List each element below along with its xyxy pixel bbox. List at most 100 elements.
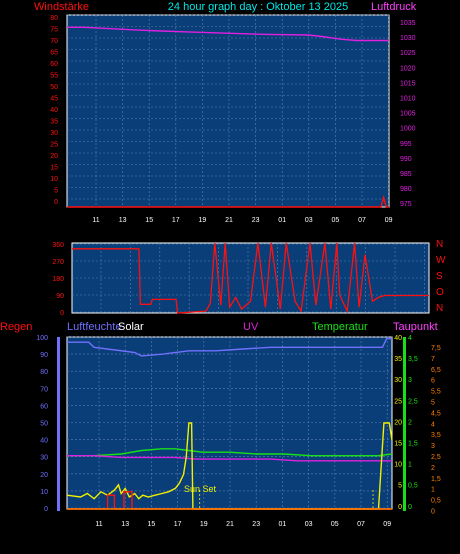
left-tick-35: 35 xyxy=(50,119,58,126)
x-tick-07: 07 xyxy=(357,521,365,528)
right-tick-temp-5: 5 xyxy=(398,483,402,490)
left-tick-65: 65 xyxy=(50,50,58,57)
x-tick-19: 19 xyxy=(200,521,208,528)
series-line-luftfeuchte xyxy=(67,338,392,357)
x-tick-03: 03 xyxy=(305,217,313,224)
chart3-label-dewpoint: Taupunkt xyxy=(393,321,438,333)
right-tick-temp-40: 40 xyxy=(394,335,402,342)
x-tick-15: 15 xyxy=(148,521,156,528)
right-tick-980: 980 xyxy=(400,186,412,193)
left-tick-10: 10 xyxy=(40,489,48,496)
chart3-label-solar: Solar xyxy=(118,321,144,333)
left-tick-0: 0 xyxy=(60,310,64,317)
x-tick-17: 17 xyxy=(174,521,182,528)
right-tick-temp-15: 15 xyxy=(394,441,402,448)
right-tick-dew-3,5: 3,5 xyxy=(431,432,441,439)
chart3-series xyxy=(66,338,393,510)
x-tick-01: 01 xyxy=(278,217,286,224)
chart1-right-label: Luftdruck xyxy=(371,1,417,13)
chart3-label-uv: UV xyxy=(243,321,259,333)
left-tick-20: 20 xyxy=(40,472,48,479)
right-tick-temp-20: 20 xyxy=(394,419,402,426)
chart3-axis-bars xyxy=(57,337,406,511)
series-line-0 xyxy=(67,26,389,42)
chart1-x-tick-labels: 11 13 15 17 19 21 23 01 03 05 07 09 xyxy=(92,217,392,224)
right-tick-985: 985 xyxy=(400,171,412,178)
chart1-series xyxy=(67,26,389,208)
x-tick-17: 17 xyxy=(172,217,180,224)
right-tick-temp-25: 25 xyxy=(394,398,402,405)
x-tick-01: 01 xyxy=(279,521,287,528)
left-tick-70: 70 xyxy=(40,386,48,393)
right-tick-1010: 1010 xyxy=(400,96,416,103)
compass-N: N xyxy=(436,239,443,250)
right-tick-dew-2: 2 xyxy=(431,465,435,472)
right-tick-temp-10: 10 xyxy=(394,462,402,469)
left-tick-90: 90 xyxy=(56,293,64,300)
x-tick-23: 23 xyxy=(252,521,260,528)
left-tick-60: 60 xyxy=(40,403,48,410)
chart3-label-rain: Regen xyxy=(0,321,32,333)
series-line-0 xyxy=(72,242,429,314)
left-tick-0: 0 xyxy=(54,199,58,206)
x-tick-23: 23 xyxy=(252,217,260,224)
right-tick-dew-5,5: 5,5 xyxy=(431,389,441,396)
x-tick-11: 11 xyxy=(95,521,102,528)
right-tick-1030: 1030 xyxy=(400,35,416,42)
right-tick-dew-6,5: 6,5 xyxy=(431,367,441,374)
right-tick-dew-3: 3 xyxy=(431,443,435,450)
right-tick-1025: 1025 xyxy=(400,50,416,57)
x-tick-13: 13 xyxy=(119,217,127,224)
chart3-x-tick-labels: 11 13 15 17 19 21 23 01 03 05 07 09 xyxy=(95,521,391,528)
right-tick-1015: 1015 xyxy=(400,80,416,87)
chart3-right-tick-labels-temperature: 40 35 30 25 20 15 10 5 0 xyxy=(394,335,402,511)
right-tick-uv-0,5: 0,5 xyxy=(408,483,418,490)
right-tick-uv-1,5: 1,5 xyxy=(408,441,418,448)
right-tick-990: 990 xyxy=(400,156,412,163)
right-tick-uv-2,5: 2,5 xyxy=(408,398,418,405)
chart3-sunset-annotation: Sun Set xyxy=(184,484,217,494)
right-tick-uv-2: 2 xyxy=(408,419,412,426)
left-tick-20: 20 xyxy=(50,153,58,160)
left-tick-0: 0 xyxy=(44,506,48,513)
compass-S: S xyxy=(436,271,443,282)
right-tick-dew-4,5: 4,5 xyxy=(431,410,441,417)
chart1-title: 24 hour graph day : Oktober 13 2025 xyxy=(168,1,348,13)
right-tick-dew-4: 4 xyxy=(431,421,435,428)
right-tick-1000: 1000 xyxy=(400,126,416,133)
chart3-right-tick-labels-uv: 4 3,5 3 2,5 2 1,5 1 0,5 0 xyxy=(408,335,418,511)
right-tick-dew-7: 7 xyxy=(431,356,435,363)
left-tick-40: 40 xyxy=(40,438,48,445)
right-tick-dew-1: 1 xyxy=(431,487,435,494)
compass-W: W xyxy=(436,255,446,266)
right-tick-1035: 1035 xyxy=(400,20,416,27)
left-tick-60: 60 xyxy=(50,61,58,68)
x-tick-09: 09 xyxy=(385,217,393,224)
x-tick-09: 09 xyxy=(383,521,391,528)
compass-O: O xyxy=(436,287,444,298)
right-tick-dew-0,5: 0,5 xyxy=(431,498,441,505)
x-tick-15: 15 xyxy=(145,217,153,224)
chart2-grid xyxy=(72,243,429,313)
left-tick-80: 80 xyxy=(50,15,58,22)
chart3-right-tick-labels-dewpoint: 7,5 7 6,5 6 5,5 5 4,5 4 3,5 3 2,5 2 1,5 1 0,5 0 xyxy=(431,345,441,516)
chart1-left-label: Windstärke xyxy=(34,1,89,13)
right-tick-1005: 1005 xyxy=(400,111,416,118)
x-tick-11: 11 xyxy=(92,217,99,224)
right-tick-uv-1: 1 xyxy=(408,462,412,469)
left-tick-180: 180 xyxy=(52,276,64,283)
right-tick-995: 995 xyxy=(400,141,412,148)
left-tick-30: 30 xyxy=(40,455,48,462)
x-tick-19: 19 xyxy=(199,217,207,224)
left-tick-70: 70 xyxy=(50,38,58,45)
chart3-label-humidity: Luftfeuchte xyxy=(67,321,121,333)
left-tick-100: 100 xyxy=(36,335,48,342)
right-tick-temp-35: 35 xyxy=(394,356,402,363)
chart1-plot-area xyxy=(66,14,390,208)
left-tick-50: 50 xyxy=(40,421,48,428)
left-tick-55: 55 xyxy=(50,73,58,80)
left-tick-5: 5 xyxy=(54,188,58,195)
